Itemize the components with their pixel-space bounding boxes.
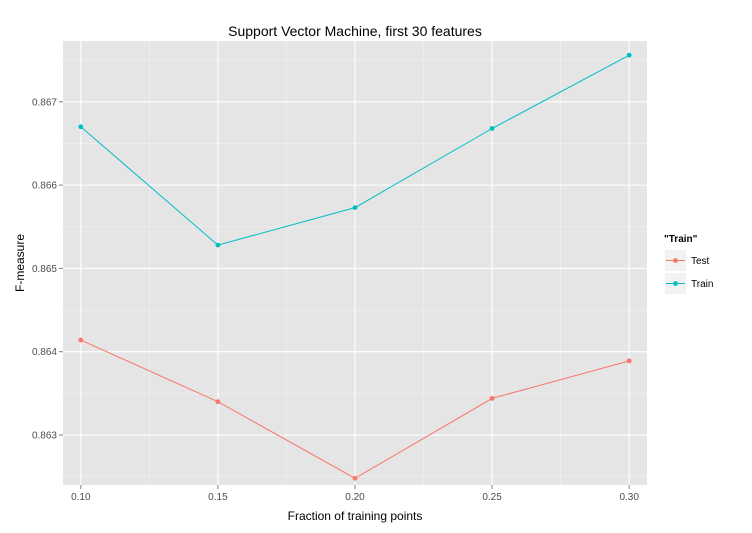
data-point-train [626,52,632,58]
y-tick-label: 0.863 [32,431,57,442]
legend-title: "Train" [664,234,698,245]
data-point-train [352,205,358,211]
data-point-test [215,399,221,405]
y-tick-label: 0.867 [32,97,57,108]
legend: "Train" Test Train [664,234,713,294]
y-tick-label: 0.866 [32,181,57,192]
data-point-test [489,395,495,401]
x-tick-label: 0.10 [71,492,91,503]
x-tick-label: 0.15 [208,492,228,503]
major-gridlines [63,41,647,485]
x-axis: 0.10 0.15 0.20 0.25 0.30 [71,485,639,503]
data-point-test [352,475,358,481]
x-axis-title: Fraction of training points [288,509,423,523]
legend-point-test [673,258,678,263]
x-tick-label: 0.20 [345,492,365,503]
data-point-train [78,124,84,130]
data-point-train [489,126,495,131]
series-layer [78,52,632,481]
y-tick-label: 0.865 [32,264,57,275]
x-tick-label: 0.30 [619,492,639,503]
legend-items: Test Train [665,250,713,294]
y-tick-label: 0.864 [32,347,57,358]
data-point-test [626,358,632,364]
chart-title: Support Vector Machine, first 30 feature… [228,23,482,39]
x-tick-label: 0.25 [482,492,502,503]
data-point-test [78,337,84,343]
y-axis: 0.863 0.864 0.865 0.866 0.867 [32,97,63,442]
data-point-train [215,242,221,248]
y-axis-title: F-measure [13,234,27,292]
legend-label-train: Train [691,279,713,290]
legend-point-train [673,281,678,286]
legend-label-test: Test [691,256,710,267]
